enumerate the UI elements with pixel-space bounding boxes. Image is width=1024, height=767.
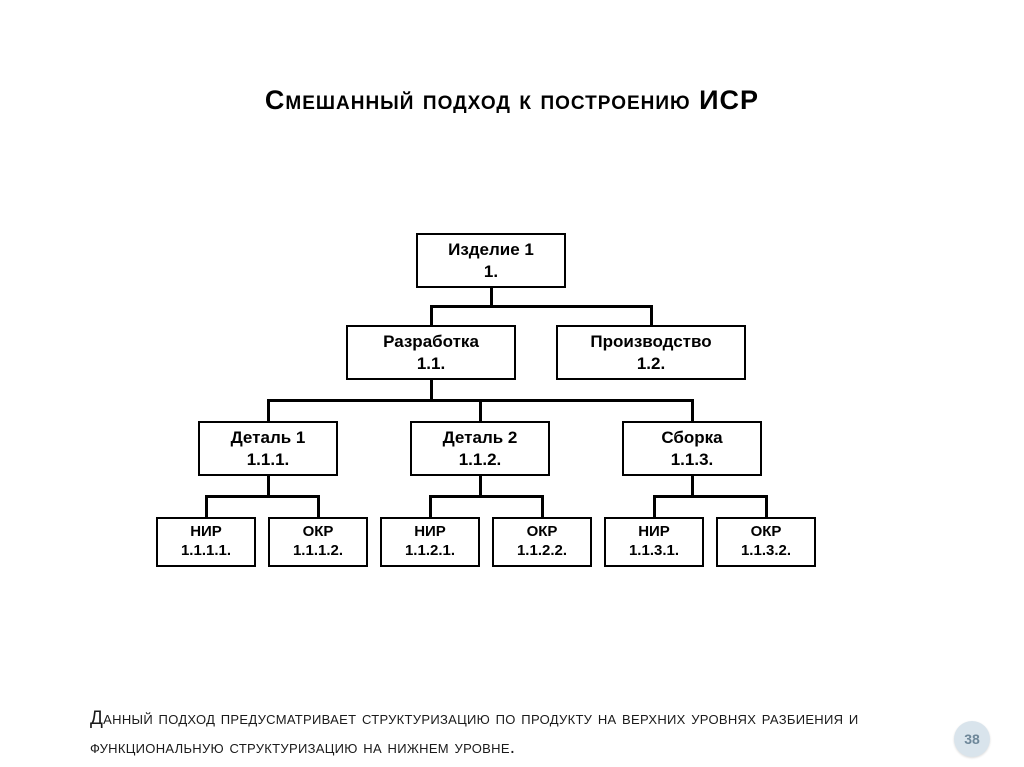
tree-node-n112: ОКР1.1.1.2. — [268, 517, 368, 567]
tree-node-det1: Деталь 11.1.1. — [198, 421, 338, 476]
tree-node-n131: НИР1.1.3.1. — [604, 517, 704, 567]
tree-node-n122: ОКР1.1.2.2. — [492, 517, 592, 567]
page-number-badge: 38 — [954, 721, 990, 757]
tree-diagram: Изделие 11. Разработка1.1. Производство1.2… — [0, 85, 1024, 767]
tree-node-det2: Деталь 21.1.2. — [410, 421, 550, 476]
tree-node-asm: Сборка1.1.3. — [622, 421, 762, 476]
tree-node-dev: Разработка1.1. — [346, 325, 516, 380]
tree-node-root: Изделие 11. — [416, 233, 566, 288]
tree-node-n132: ОКР1.1.3.2. — [716, 517, 816, 567]
tree-node-prod: Производство1.2. — [556, 325, 746, 380]
footer-description: Данный подход предусматривает структуриз… — [90, 705, 940, 762]
tree-node-n111: НИР1.1.1.1. — [156, 517, 256, 567]
tree-node-n121: НИР1.1.2.1. — [380, 517, 480, 567]
